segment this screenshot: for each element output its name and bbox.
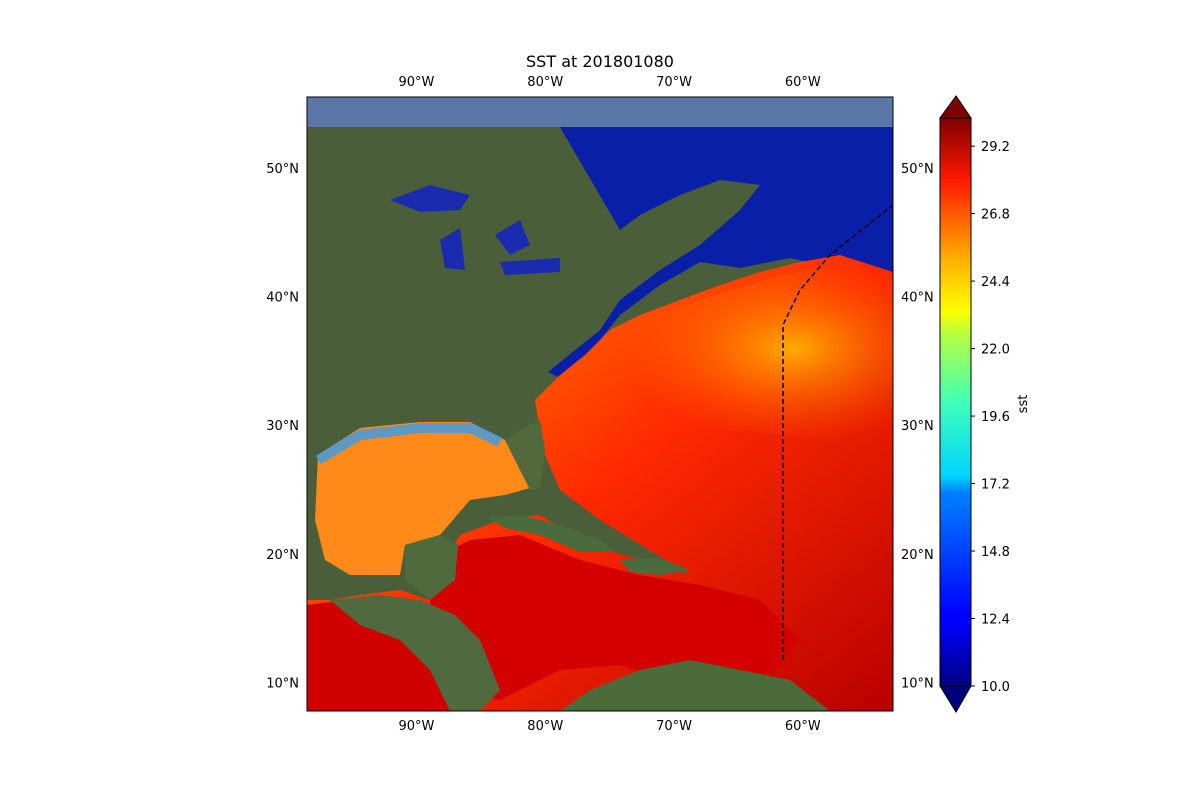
colorbar-label: sst — [1016, 395, 1031, 414]
lon-tick-top-label: 90°W — [399, 75, 435, 90]
caribbean-sea-sst — [430, 535, 800, 700]
lat-tick-right-label: 30°N — [901, 419, 934, 434]
south-america-land — [560, 660, 830, 711]
lat-tick-right-label: 10°N — [901, 677, 934, 692]
great-lakes — [390, 185, 560, 275]
hispaniola-land — [620, 558, 690, 575]
lon-tick-bottom-label: 80°W — [527, 719, 563, 734]
top-ocean-strip — [307, 97, 893, 127]
longitude-ticks-top: 90°W 80°W 70°W 60°W — [399, 75, 821, 90]
colorbar-tick-label: 12.4 — [981, 613, 1010, 628]
lon-tick-bottom-label: 70°W — [656, 719, 692, 734]
central-america-land — [330, 595, 500, 711]
gulf-of-mexico-sst — [315, 422, 530, 575]
lon-tick-top-label: 80°W — [527, 75, 563, 90]
yucatan-land — [405, 535, 458, 600]
subtropical-warm-band — [560, 262, 893, 455]
colorbar-tick-label: 14.8 — [981, 545, 1010, 560]
lat-tick-right-label: 40°N — [901, 291, 934, 306]
cold-water-region — [548, 127, 893, 378]
colorbar-ticks: 10.0 12.4 14.8 17.2 19.6 22.0 24.4 26.8 29.2 — [971, 140, 1010, 695]
colorbar-gradient — [939, 117, 972, 687]
gulf-cold-rim — [315, 423, 503, 465]
latitude-ticks-right: 10°N 20°N 30°N 40°N 50°N — [901, 162, 934, 692]
chart-title: SST at 201801080 — [526, 52, 674, 71]
lon-tick-top-label: 60°W — [785, 75, 821, 90]
lon-tick-bottom-label: 60°W — [785, 719, 821, 734]
lat-tick-left-label: 10°N — [266, 677, 299, 692]
latitude-ticks-left: 10°N 20°N 30°N 40°N 50°N — [266, 162, 299, 692]
florida-land — [505, 420, 545, 490]
lat-tick-right-label: 20°N — [901, 548, 934, 563]
lat-tick-left-label: 30°N — [266, 419, 299, 434]
colorbar: 10.0 12.4 14.8 17.2 19.6 22.0 24.4 26.8 29.2 sst — [939, 95, 1031, 713]
colorbar-tick-label: 22.0 — [981, 343, 1010, 358]
colorbar-tick-label: 19.6 — [981, 410, 1010, 425]
colorbar-tick-label: 17.2 — [981, 478, 1010, 493]
map-frame — [306, 96, 894, 712]
colorbar-extend-top — [939, 95, 972, 119]
pacific-sst — [307, 600, 450, 711]
colorbar-tick-label: 10.0 — [981, 680, 1010, 695]
map-area — [307, 97, 893, 711]
colorbar-tick-label: 26.8 — [981, 208, 1010, 223]
lon-tick-bottom-label: 90°W — [399, 719, 435, 734]
longitude-ticks-bottom: 90°W 80°W 70°W 60°W — [399, 719, 821, 734]
colorbar-extend-bottom — [939, 685, 972, 713]
lat-tick-left-label: 20°N — [266, 548, 299, 563]
lon-tick-top-label: 70°W — [656, 75, 692, 90]
lat-tick-left-label: 50°N — [266, 162, 299, 177]
colorbar-tick-label: 29.2 — [981, 140, 1010, 155]
cuba-land — [488, 515, 615, 552]
colorbar-tick-label: 24.4 — [981, 275, 1010, 290]
lat-tick-left-label: 40°N — [266, 291, 299, 306]
lat-tick-right-label: 50°N — [901, 162, 934, 177]
